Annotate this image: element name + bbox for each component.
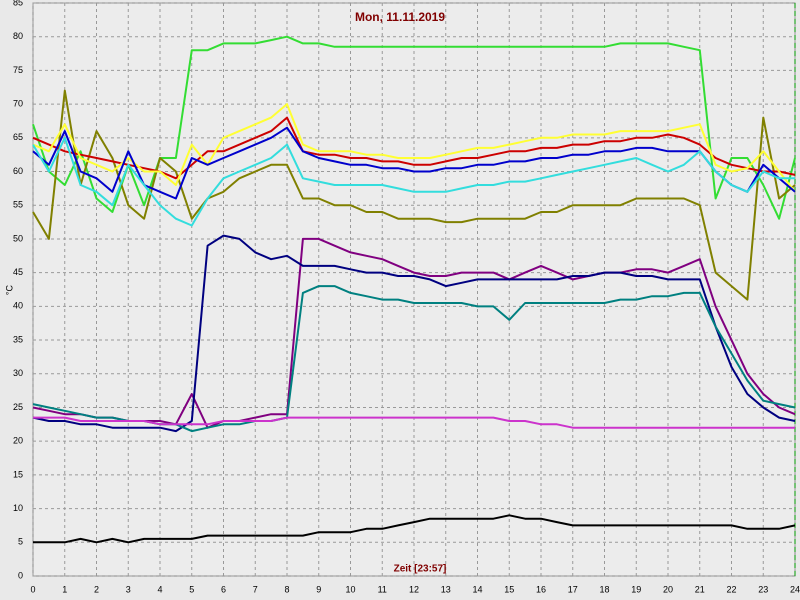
series-line (32, 234, 796, 433)
x-tick-label: 9 (316, 584, 321, 594)
series-line (32, 89, 796, 301)
y-tick-label: 55 (13, 200, 23, 210)
series-line (33, 416, 795, 429)
x-tick-label: 6 (221, 584, 226, 594)
y-tick-label: 80 (13, 31, 23, 41)
y-tick-label: 0 (18, 570, 23, 580)
y-tick-label: 20 (13, 436, 23, 446)
x-tick-label: 12 (409, 584, 419, 594)
x-tick-label: 10 (345, 584, 355, 594)
y-tick-label: 75 (13, 65, 23, 75)
y-tick-label: 5 (18, 537, 23, 547)
series-line (32, 136, 795, 227)
x-tick-label: 5 (189, 584, 194, 594)
x-tick-label: 3 (126, 584, 131, 594)
y-tick-label: 85 (13, 0, 23, 7)
x-tick-label: 23 (758, 584, 768, 594)
y-tick-label: 15 (13, 469, 23, 479)
chart-title: Mon, 11.11.2019 (355, 10, 445, 24)
x-tick-label: 17 (568, 584, 578, 594)
series-line (33, 514, 796, 544)
y-tick-label: 30 (13, 368, 23, 378)
x-tick-label: 1 (62, 584, 67, 594)
y-tick-label: 65 (13, 132, 23, 142)
x-tick-label: 19 (631, 584, 641, 594)
y-tick-label: 45 (13, 267, 23, 277)
series-line (32, 126, 796, 200)
x-tick-label: 22 (726, 584, 736, 594)
y-tick-label: 60 (13, 166, 23, 176)
x-tick-label: 8 (284, 584, 289, 594)
x-tick-label: 14 (472, 584, 482, 594)
x-axis-label: Zeit [23:57] (394, 564, 447, 575)
series-line (32, 103, 796, 193)
y-tick-label: 70 (13, 98, 23, 108)
y-tick-label: 10 (13, 503, 23, 513)
x-tick-label: 21 (695, 584, 705, 594)
x-tick-label: 16 (536, 584, 546, 594)
x-tick-label: 24 (790, 584, 800, 594)
y-tick-label: 40 (13, 301, 23, 311)
x-tick-label: 15 (504, 584, 514, 594)
x-tick-label: 11 (378, 584, 387, 594)
x-tick-label: 20 (663, 584, 673, 594)
x-tick-label: 2 (94, 584, 99, 594)
y-tick-label: 35 (13, 334, 23, 344)
x-tick-label: 13 (441, 584, 451, 594)
y-axis-label: °C (4, 284, 14, 295)
x-tick-label: 18 (599, 584, 609, 594)
series-line (32, 237, 796, 429)
x-tick-label: 7 (253, 584, 258, 594)
y-tick-label: 50 (13, 233, 23, 243)
x-tick-label: 4 (157, 584, 162, 594)
y-tick-label: 25 (13, 402, 23, 412)
x-tick-label: 0 (30, 584, 35, 594)
plot-area (32, 2, 796, 577)
